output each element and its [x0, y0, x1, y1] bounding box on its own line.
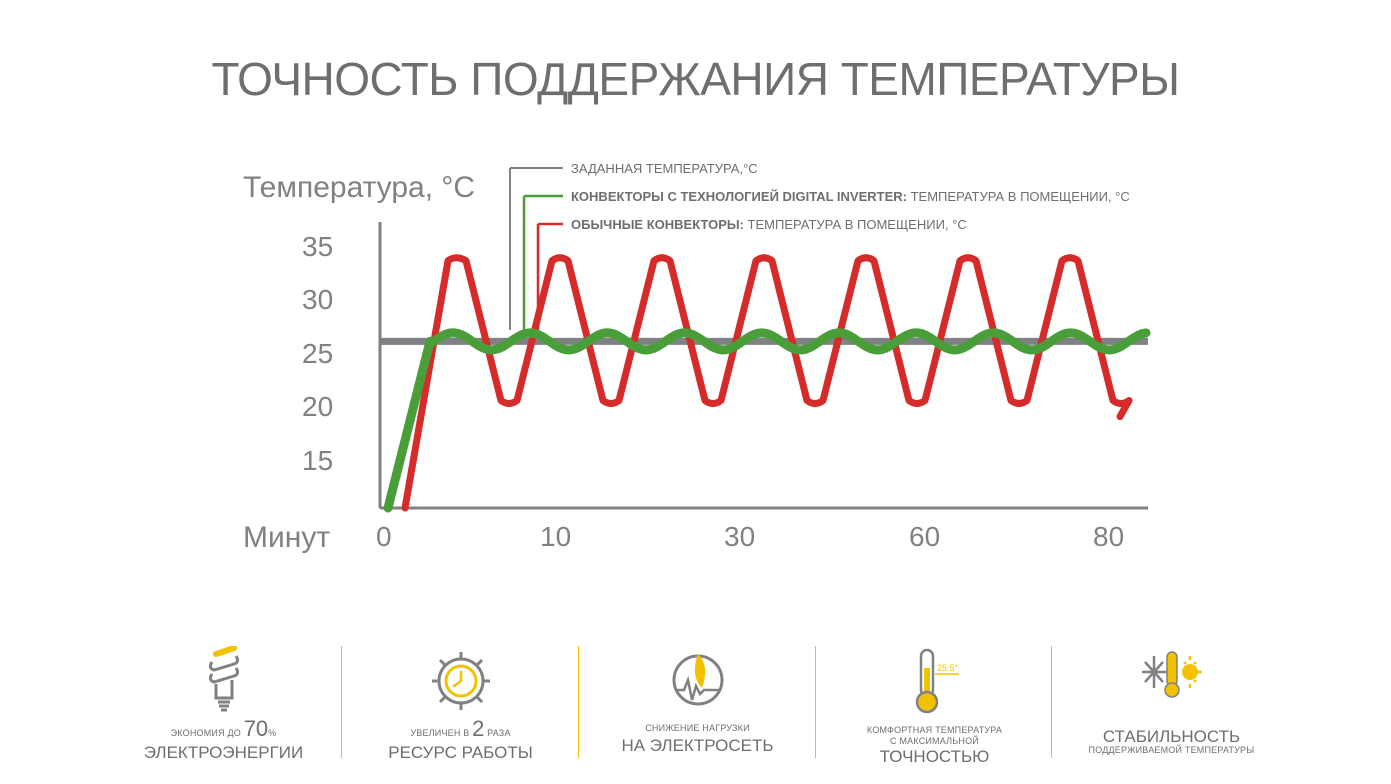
- y-tick-label: 35: [302, 231, 333, 262]
- divider: [1051, 646, 1052, 758]
- features-strip: ЭКОНОМИЯ ДО 70% ЭЛЕКТРОЭНЕРГИИ УВЕЛИЧЕН …: [105, 640, 1291, 770]
- feature-energy-saving: ЭКОНОМИЯ ДО 70% ЭЛЕКТРОЭНЕРГИИ: [105, 640, 342, 770]
- divider: [815, 646, 816, 758]
- feature-main-text: НА ЭЛЕКТРОСЕТЬ: [621, 736, 774, 755]
- legend-item-inverter: КОНВЕКТОРЫ С ТЕХНОЛОГИЕЙ DIGITAL INVERTE…: [571, 189, 1130, 204]
- feature-number: 2: [472, 716, 485, 741]
- y-axis-title: Температура, °С: [243, 171, 475, 204]
- y-ticks: 35 30 25 20 15: [302, 231, 333, 476]
- chart-legend: ЗАДАННАЯ ТЕМПЕРАТУРА,°С КОНВЕКТОРЫ С ТЕХ…: [509, 161, 1130, 330]
- feature-grid-load: СНИЖЕНИЕ НАГРУЗКИ НА ЭЛЕКТРОСЕТЬ: [579, 640, 816, 770]
- x-ticks: 0 10 30 60 80: [376, 521, 1124, 552]
- feature-main-text: ЭЛЕКТРОЭНЕРГИИ: [143, 743, 304, 762]
- snow-sun-thermometer-icon: [1141, 651, 1202, 698]
- thermometer-icon: 25.5°: [915, 648, 959, 714]
- feature-pre-text-2: С МАКСИМАЛЬНОЙ: [890, 736, 979, 746]
- gear-clock-icon: [431, 652, 490, 710]
- legend-line-inverter: [522, 194, 563, 330]
- legend-item-regular: ОБЫЧНЫЕ КОНВЕКТОРЫ: ТЕМПЕРАТУРА В ПОМЕЩЕ…: [571, 217, 967, 232]
- legend-line-setpoint: [509, 167, 563, 330]
- bulb-icon: [208, 646, 239, 712]
- feature-number: 70: [243, 716, 269, 741]
- feature-main-text: ТОЧНОСТЬЮ: [879, 747, 990, 766]
- feature-main-text: РЕСУРС РАБОТЫ: [388, 743, 533, 762]
- y-tick-label: 25: [302, 338, 333, 369]
- series-line-regular: [401, 254, 1133, 512]
- divider: [578, 646, 579, 758]
- x-tick-label: 80: [1093, 521, 1124, 552]
- feature-sub-text: ПОДДЕРЖИВАЕМОЙ ТЕМПЕРАТУРЫ: [1088, 745, 1255, 755]
- feature-pre-text: УВЕЛИЧЕН В: [410, 728, 473, 738]
- x-tick-label: 0: [376, 521, 392, 552]
- feature-pre-text: КОМФОРТНАЯ ТЕМПЕРАТУРА: [866, 725, 1003, 735]
- x-tick-label: 60: [909, 521, 940, 552]
- x-axis-title: Минут: [243, 521, 330, 554]
- x-tick-label: 30: [724, 521, 755, 552]
- x-tick-label: 10: [540, 521, 571, 552]
- feature-lifetime: УВЕЛИЧЕН В 2 РАЗА РЕСУРС РАБОТЫ: [342, 640, 579, 770]
- y-tick-label: 20: [302, 391, 333, 422]
- temperature-chart: ЗАДАННАЯ ТЕМПЕРАТУРА,°С КОНВЕКТОРЫ С ТЕХ…: [243, 161, 1151, 554]
- feature-comfort: 25.5° КОМФОРТНАЯ ТЕМПЕРАТУРА С МАКСИМАЛЬ…: [816, 640, 1053, 770]
- divider: [341, 646, 342, 758]
- feature-pre-text: СНИЖЕНИЕ НАГРУЗКИ: [645, 723, 750, 733]
- feature-post-text: РАЗА: [484, 728, 511, 738]
- feature-stability: СТАБИЛЬНОСТЬ ПОДДЕРЖИВАЕМОЙ ТЕМПЕРАТУРЫ: [1053, 640, 1290, 770]
- feature-pre-text: ЭКОНОМИЯ ДО: [170, 728, 244, 738]
- feature-lifetime-top: УВЕЛИЧЕН В 2 РАЗА: [342, 718, 579, 740]
- feature-main-text: СТАБИЛЬНОСТЬ: [1102, 727, 1241, 746]
- legend-item-setpoint: ЗАДАННАЯ ТЕМПЕРАТУРА,°С: [571, 161, 758, 176]
- series-line-inverter: [383, 328, 1151, 513]
- page-title: ТОЧНОСТЬ ПОДДЕРЖАНИЯ ТЕМПЕРАТУРЫ: [211, 53, 1180, 105]
- y-tick-label: 15: [302, 445, 333, 476]
- thermometer-label: 25.5°: [937, 663, 959, 673]
- feature-energy-top: ЭКОНОМИЯ ДО 70%: [105, 718, 342, 740]
- feature-post-text: %: [268, 728, 277, 738]
- feather-pulse-icon: [672, 654, 723, 706]
- y-tick-label: 30: [302, 284, 333, 315]
